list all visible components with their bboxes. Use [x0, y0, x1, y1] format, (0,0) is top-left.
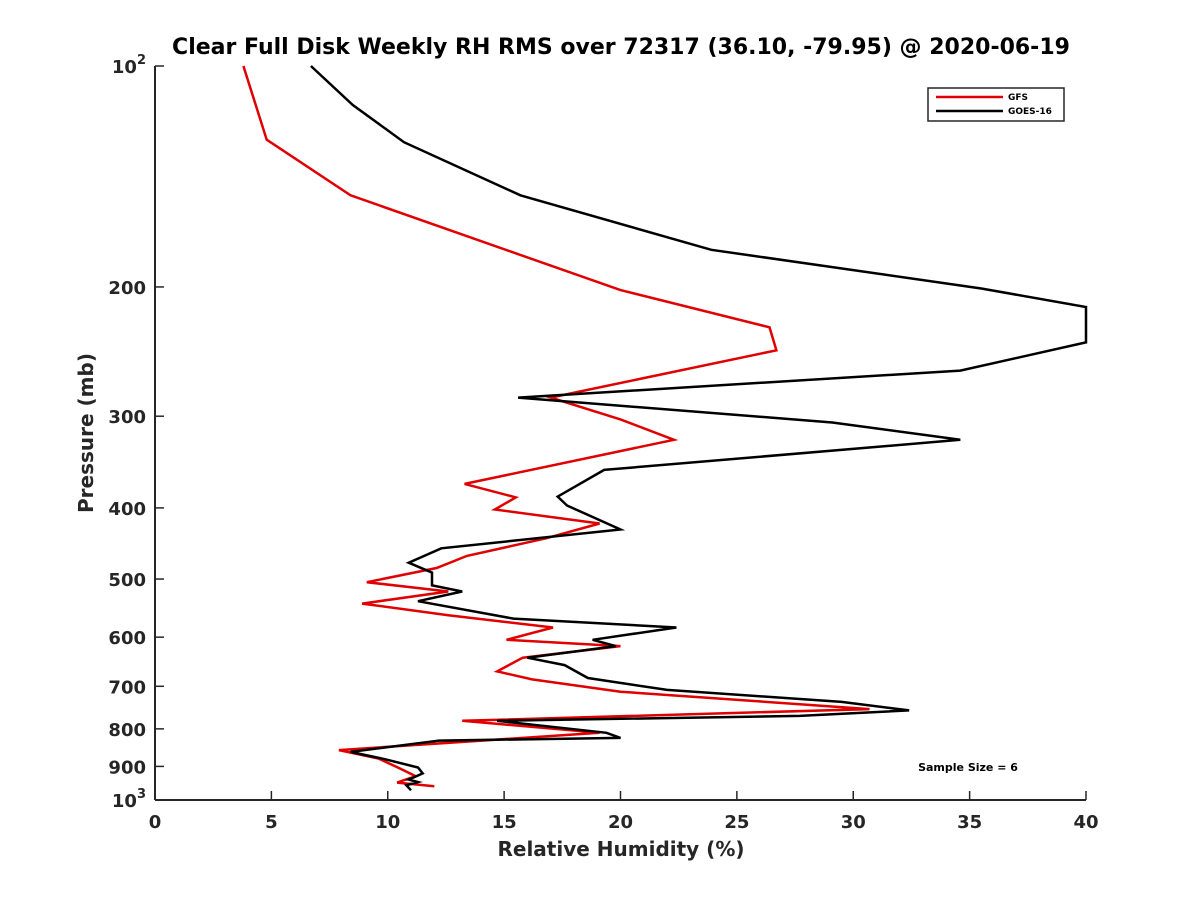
y-tick-label: 102 — [112, 53, 146, 78]
y-tick-label: 400 — [108, 499, 146, 520]
legend: GFS GOES-16 — [927, 87, 1065, 122]
axes — [154, 66, 1086, 801]
y-tick-label: 900 — [108, 757, 146, 778]
y-tick-label: 700 — [108, 677, 146, 698]
x-tick-label: 40 — [1073, 812, 1098, 833]
legend-box — [927, 87, 1065, 122]
y-tick-label: 600 — [108, 628, 146, 649]
legend-label-goes16: GOES-16 — [1008, 107, 1052, 117]
y-tick-base: 10 — [112, 791, 137, 812]
y-axis-label: Pressure (mb) — [74, 353, 98, 513]
legend-label-gfs: GFS — [1008, 93, 1028, 103]
x-tick-label: 20 — [608, 812, 633, 833]
chart-title: Clear Full Disk Weekly RH RMS over 72317… — [172, 35, 1070, 60]
y-tick-label: 300 — [108, 407, 146, 428]
x-tick-label: 0 — [149, 812, 162, 833]
sample-size-annotation: Sample Size = 6 — [918, 761, 1018, 774]
x-tick-label: 25 — [724, 812, 749, 833]
y-tick-label: 103 — [112, 787, 146, 812]
x-tick-label: 5 — [265, 812, 278, 833]
y-tick-label: 800 — [108, 720, 146, 741]
y-tick-exponent: 3 — [137, 787, 146, 802]
series-lines — [242, 65, 1088, 792]
x-tick-label: 30 — [841, 812, 866, 833]
series-line-goes16 — [310, 65, 1088, 792]
x-axis-label: Relative Humidity (%) — [497, 837, 744, 861]
x-tick-label: 15 — [492, 812, 517, 833]
x-tick-label: 35 — [957, 812, 982, 833]
x-tick-labels: 0 5 10 15 20 25 30 35 40 — [149, 812, 1099, 833]
series-line-gfs — [242, 65, 870, 788]
tick-marks — [154, 65, 1087, 801]
x-tick-label: 10 — [375, 812, 400, 833]
y-tick-label: 500 — [108, 570, 146, 591]
y-tick-base: 10 — [112, 57, 137, 78]
y-tick-label: 200 — [108, 278, 146, 299]
y-tick-exponent: 2 — [137, 53, 146, 68]
